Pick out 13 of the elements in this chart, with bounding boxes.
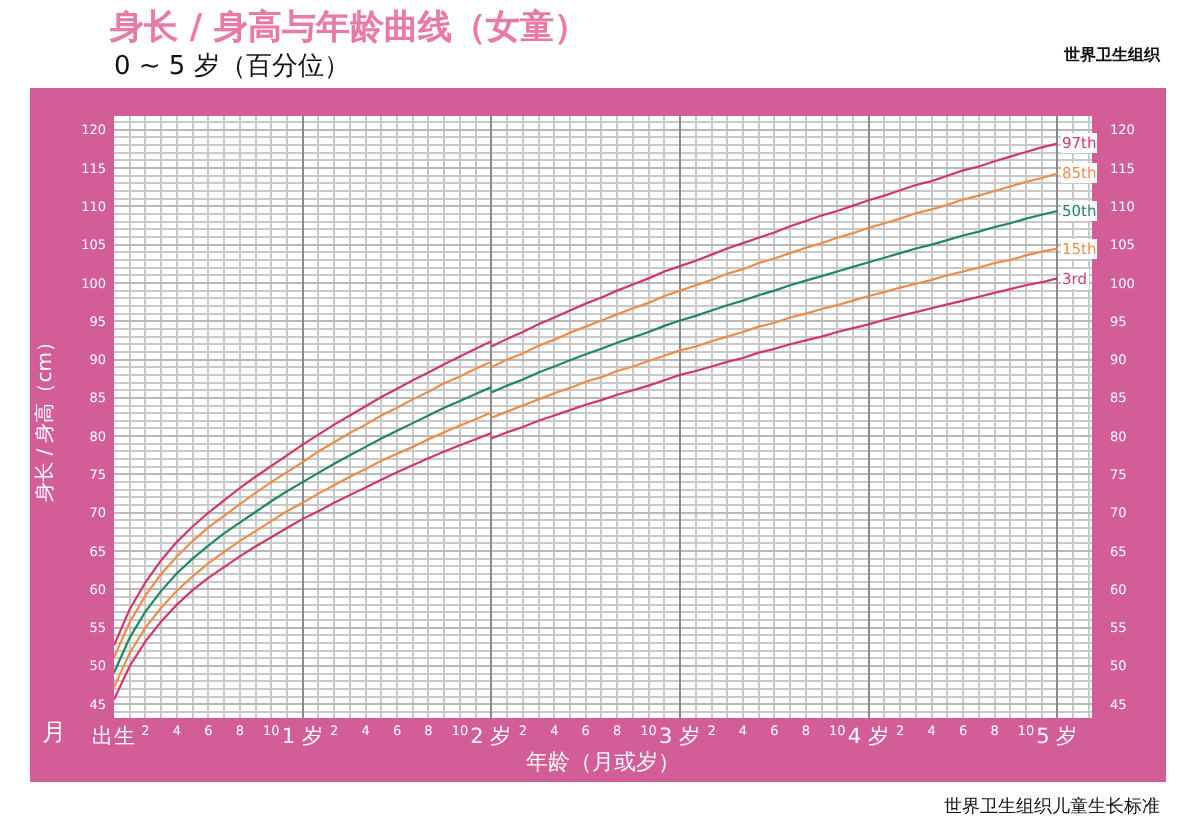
text: 月 [42, 718, 66, 746]
text: 世界卫生组织儿童生长标准 [944, 796, 1160, 818]
y-axis-title: 身长 / 身高（cm） [33, 332, 58, 502]
chart-title: 身长 / 身高与年龄曲线（女童） [108, 7, 589, 48]
x-tick-label: 5 岁 [1036, 725, 1079, 749]
x-tick-label: 出生 [92, 723, 136, 749]
x-tick-label: 4 岁 [847, 725, 890, 749]
text: 世界卫生组织 [1062, 46, 1162, 64]
x-tick-label: 3 岁 [659, 725, 702, 749]
x-axis-title: 年龄（月或岁） [526, 749, 680, 776]
x-tick-label: 1 岁 [281, 725, 324, 749]
x-tick-label: 2 岁 [470, 725, 513, 749]
chart-subtitle: 0 ~ 5 岁（百分位） [114, 52, 350, 82]
